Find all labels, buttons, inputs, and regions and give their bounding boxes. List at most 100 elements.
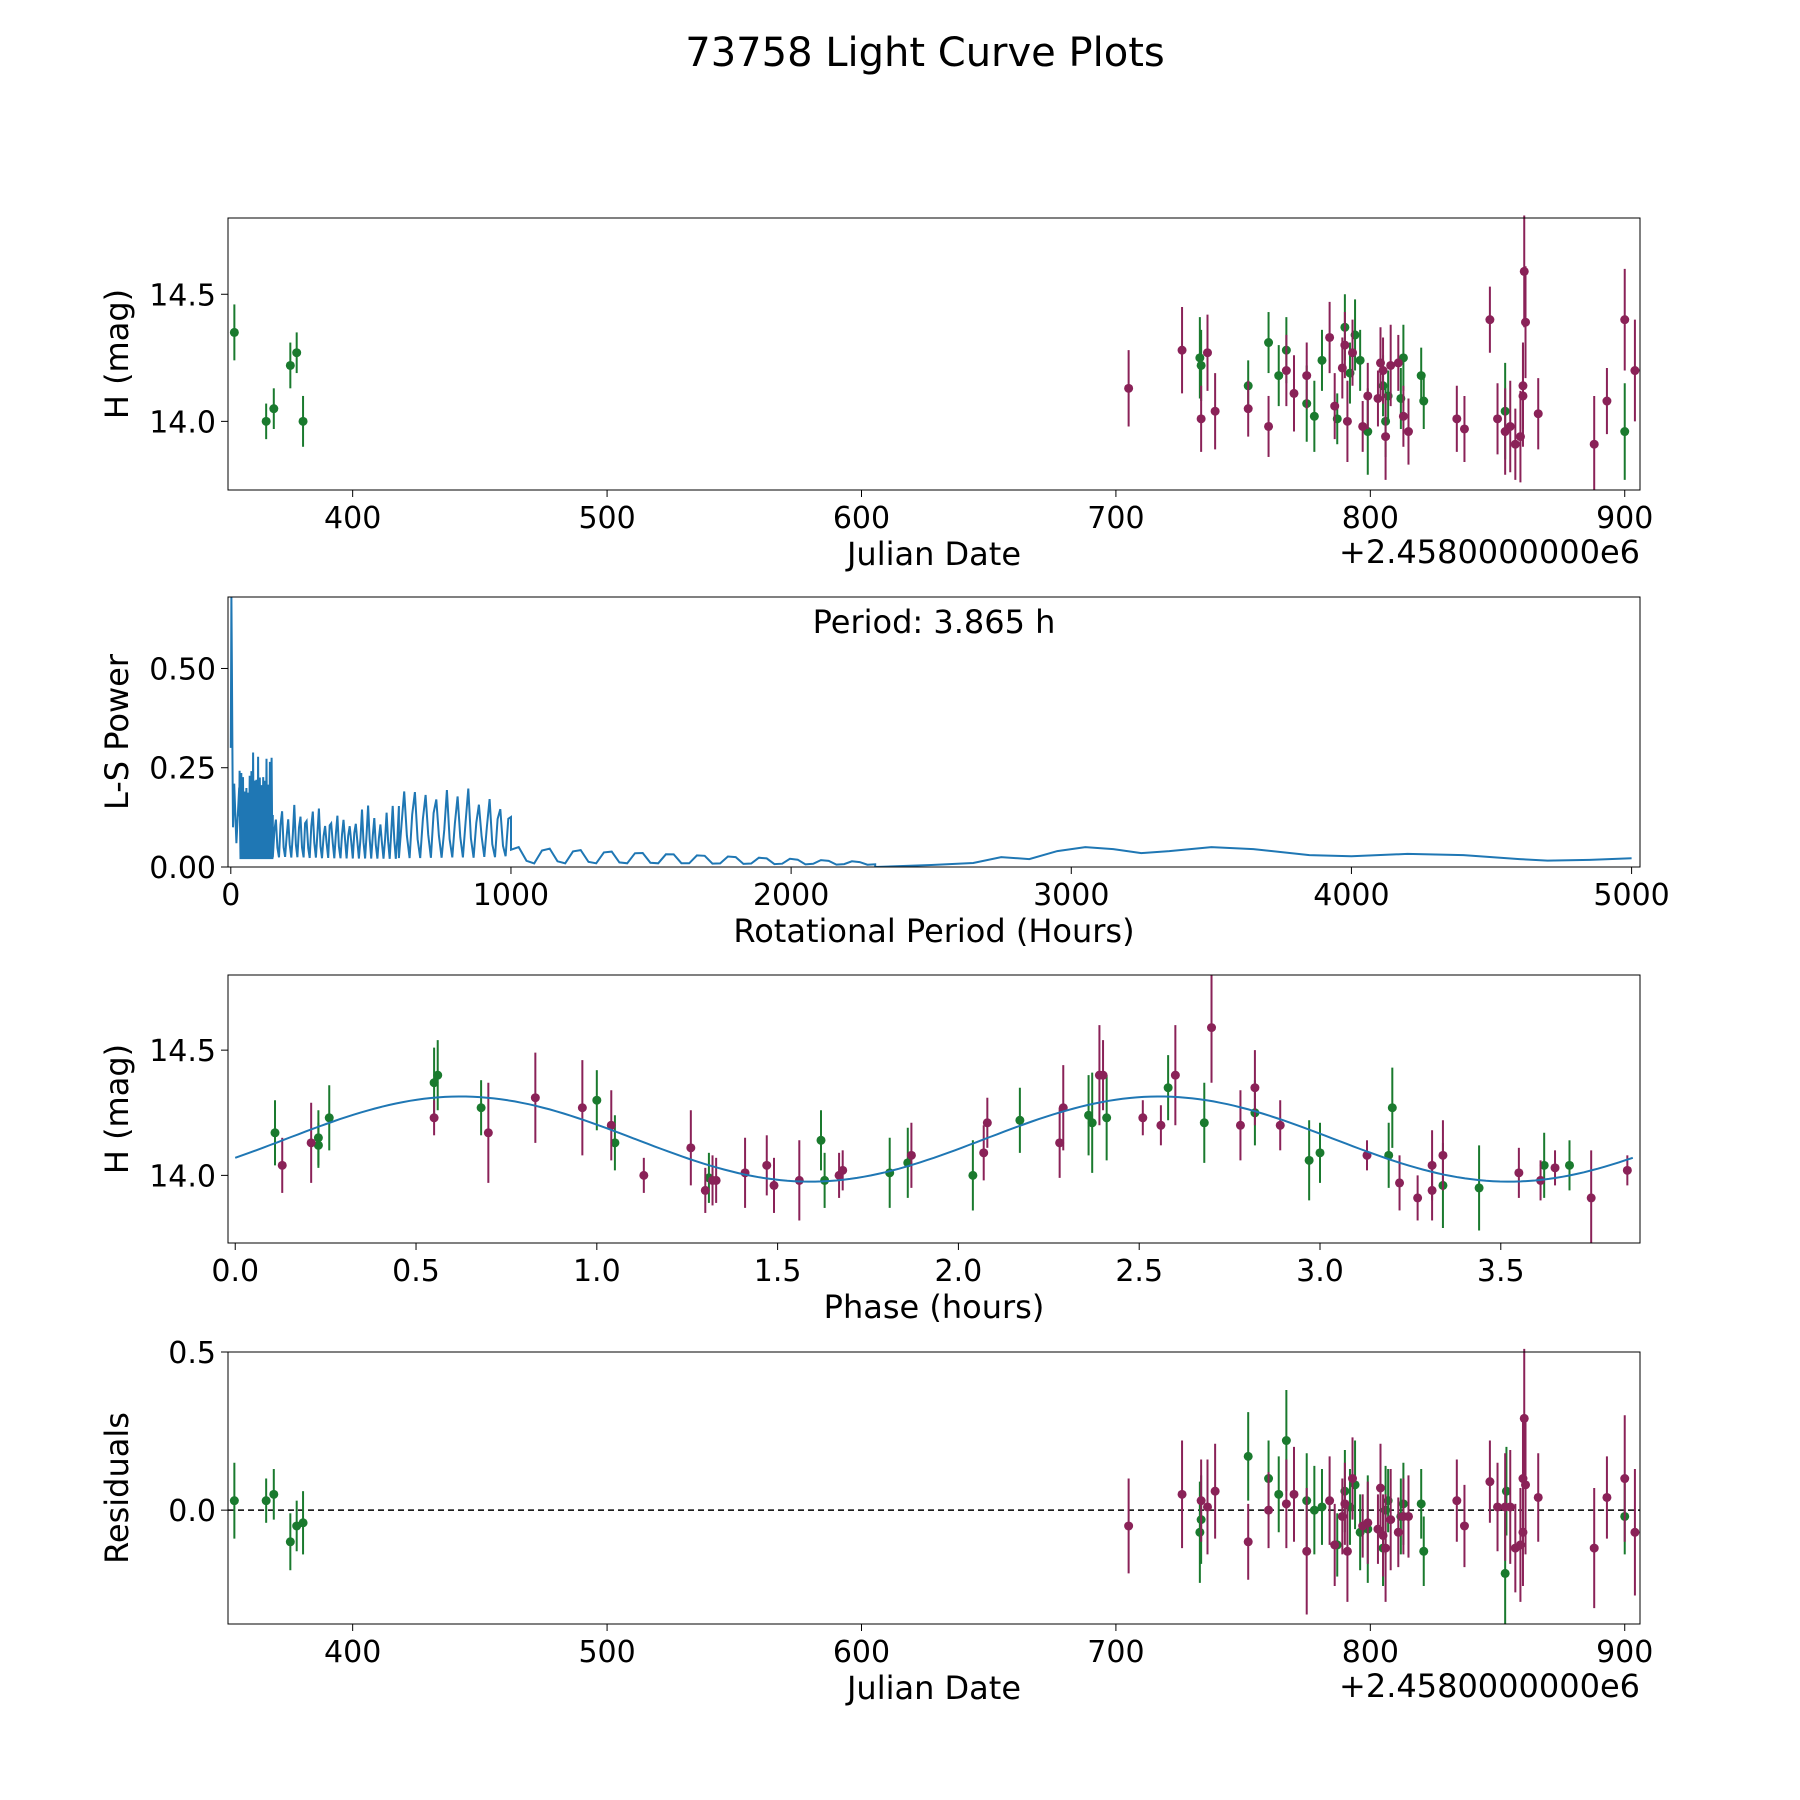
ls-x-tick-label: 1000 bbox=[473, 878, 549, 913]
phase-folded-axes-frame bbox=[227, 974, 1641, 1244]
light-curve-green-point bbox=[285, 342, 295, 389]
light-curve-purple-point bbox=[1630, 319, 1640, 422]
light-curve-purple-point bbox=[1398, 385, 1408, 447]
periodogram-panel: 0 1000 2000 3000 4000 5000 0.00 0.25 0.50 Rotati… bbox=[98, 596, 1670, 950]
phase-folded-marker bbox=[1427, 1185, 1437, 1195]
light-curve-marker bbox=[1452, 414, 1462, 424]
residuals-marker bbox=[1381, 1543, 1391, 1553]
phase-folded-marker bbox=[762, 1160, 772, 1170]
phase-folded-marker bbox=[769, 1180, 779, 1190]
phase-x-tick-label: 3.0 bbox=[1296, 1254, 1344, 1289]
residuals-marker bbox=[1342, 1546, 1352, 1556]
phase-x-tick-label: 1.0 bbox=[573, 1254, 621, 1289]
phase-folded-purple-point bbox=[1362, 1140, 1372, 1171]
light-curve-purple-point bbox=[1620, 268, 1630, 371]
residuals-marker bbox=[1485, 1477, 1495, 1487]
residuals-marker bbox=[261, 1496, 271, 1506]
light-curve-green-point bbox=[261, 403, 271, 440]
residuals-purple-point bbox=[1589, 1488, 1599, 1609]
light-curve-marker bbox=[1620, 427, 1630, 437]
phase-folded-marker bbox=[1207, 1023, 1217, 1033]
light-curve-purple-point bbox=[1243, 380, 1253, 437]
phase-folded-green-point bbox=[1163, 1055, 1173, 1121]
lc-x-tick-label: 600 bbox=[833, 501, 890, 536]
light-curve-green-point bbox=[292, 332, 302, 374]
residuals-purple-point bbox=[1302, 1488, 1312, 1615]
residuals-purple-point bbox=[1264, 1472, 1274, 1549]
ls-x-tick-label: 5000 bbox=[1593, 878, 1669, 913]
phase-folded-marker bbox=[530, 1093, 540, 1103]
residuals-marker bbox=[1518, 1527, 1528, 1537]
residuals-marker bbox=[1363, 1518, 1373, 1528]
light-curve-marker bbox=[1459, 424, 1469, 434]
light-curve-purple-point bbox=[1500, 388, 1510, 475]
light-curve-purple-point bbox=[1196, 385, 1206, 452]
light-curve-marker bbox=[1602, 396, 1612, 406]
phase-folded-marker bbox=[433, 1070, 443, 1080]
light-curve-marker bbox=[229, 327, 239, 337]
light-curve-marker bbox=[1485, 315, 1495, 325]
phase-folded-purple-point bbox=[1170, 1025, 1180, 1126]
residuals-marker bbox=[1281, 1499, 1291, 1509]
phase-folded-marker bbox=[1514, 1168, 1524, 1178]
ls-y-tick-label: 0.00 bbox=[149, 851, 216, 886]
phase-y-tick-label: 14.5 bbox=[149, 1034, 216, 1069]
phase-folded-marker bbox=[324, 1113, 334, 1123]
light-curve-green-point bbox=[1264, 312, 1274, 374]
phase-folded-green-point bbox=[1199, 1082, 1209, 1163]
residuals-marker bbox=[1416, 1499, 1426, 1509]
light-curve-marker bbox=[1264, 338, 1274, 348]
phase-folded-marker bbox=[1387, 1103, 1397, 1113]
phase-folded-marker bbox=[1395, 1178, 1405, 1188]
phase-folded-purple-point bbox=[1138, 1100, 1148, 1136]
phase-folded-purple-point bbox=[700, 1167, 710, 1213]
phase-folded-green-point bbox=[270, 1100, 280, 1166]
phase-folded-purple-point bbox=[429, 1100, 439, 1136]
residuals-green-point bbox=[269, 1469, 279, 1520]
phase-folded-purple-point bbox=[982, 1097, 992, 1148]
model-fit-curve bbox=[234, 1095, 1634, 1183]
residuals-green-point bbox=[261, 1478, 271, 1523]
residuals-green-point bbox=[1309, 1465, 1319, 1555]
light-curve-marker bbox=[1363, 391, 1373, 401]
phase-folded-purple-point bbox=[1438, 1120, 1448, 1191]
phase-folded-marker bbox=[313, 1140, 323, 1150]
residuals-marker bbox=[1202, 1502, 1212, 1512]
light-curve-purple-point bbox=[1358, 401, 1368, 452]
ls-x-tick-label: 4000 bbox=[1313, 878, 1389, 913]
light-curve-marker bbox=[1518, 381, 1528, 391]
light-curve-purple-point bbox=[1518, 342, 1528, 429]
phase-folded-marker bbox=[906, 1150, 916, 1160]
light-curve-marker bbox=[1177, 345, 1187, 355]
phase-folded-purple-point bbox=[1207, 975, 1217, 1083]
residuals-green-point bbox=[1274, 1456, 1284, 1533]
phase-folded-marker bbox=[429, 1078, 439, 1088]
residuals-marker bbox=[1452, 1496, 1462, 1506]
lc-y-tick-label: 14.0 bbox=[149, 405, 216, 440]
residuals-marker bbox=[1589, 1543, 1599, 1553]
phase-folded-marker bbox=[816, 1135, 826, 1145]
phase-folded-marker bbox=[1275, 1120, 1285, 1130]
phase-folded-marker bbox=[429, 1113, 439, 1123]
phase-folded-purple-point bbox=[530, 1052, 540, 1143]
residuals-purple-point bbox=[1381, 1494, 1391, 1602]
residuals-green-point bbox=[229, 1462, 239, 1539]
residuals-purple-point bbox=[1403, 1475, 1413, 1558]
phase-folded-green-point bbox=[968, 1140, 978, 1211]
ls-y-tick-label: 0.25 bbox=[149, 752, 216, 787]
light-curve-marker bbox=[1330, 401, 1340, 411]
phase-folded-marker bbox=[982, 1118, 992, 1128]
residuals-green-point bbox=[285, 1513, 295, 1571]
phase-folded-x-axis-label: Phase (hours) bbox=[824, 1288, 1045, 1326]
light-curve-purple-point bbox=[1177, 306, 1187, 394]
residuals-purple-point bbox=[1363, 1481, 1373, 1564]
phase-folded-marker bbox=[1235, 1120, 1245, 1130]
residuals-marker bbox=[1124, 1521, 1134, 1531]
phase-folded-purple-point bbox=[1395, 1155, 1405, 1211]
light-curve-marker bbox=[1519, 266, 1529, 276]
phase-folded-marker bbox=[1413, 1193, 1423, 1203]
residuals-purple-point bbox=[1386, 1469, 1396, 1571]
light-curve-marker bbox=[1317, 355, 1327, 365]
light-curve-marker bbox=[1505, 421, 1515, 431]
light-curve-axes-frame bbox=[227, 217, 1641, 491]
